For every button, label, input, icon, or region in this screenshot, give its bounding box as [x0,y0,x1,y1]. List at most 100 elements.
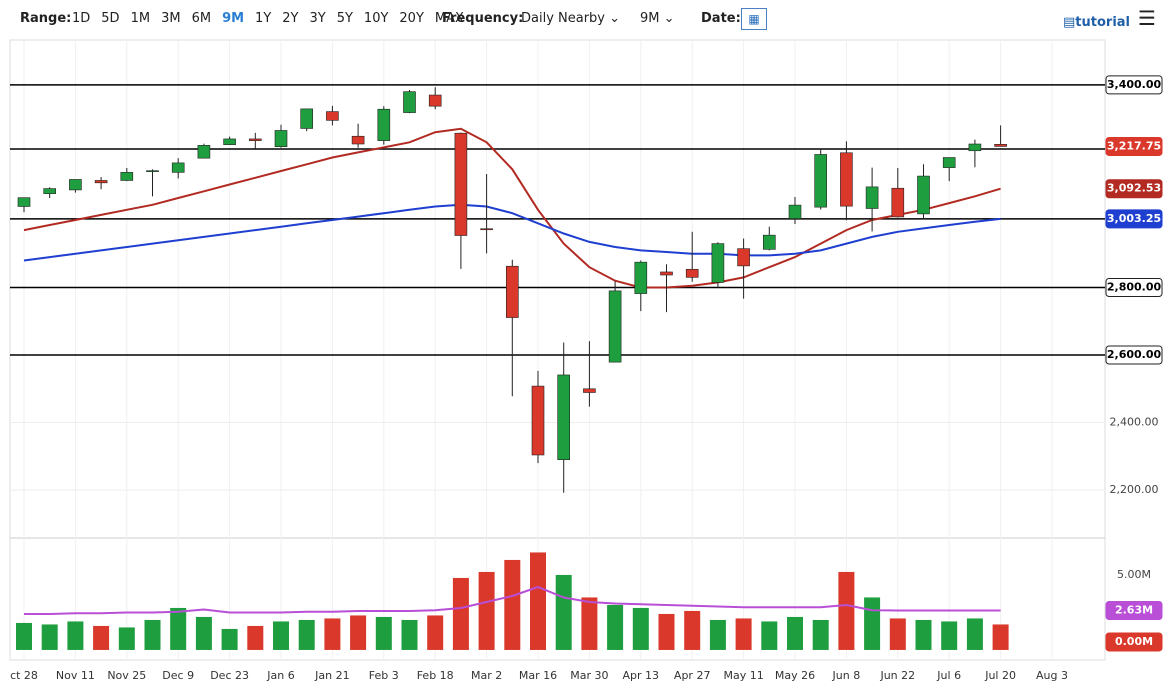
range-button[interactable]: 3M [161,11,181,26]
volume-bar [401,619,418,650]
candle-body [326,111,339,121]
volume-bar [221,628,238,650]
price-badge [1105,136,1163,156]
candle-body [428,94,442,107]
date-label: Date: [701,11,741,26]
range-button[interactable]: 1M [130,11,151,26]
volume-bar [632,607,649,650]
volume-bar [555,574,572,650]
volume-bar [350,615,367,650]
calendar-button[interactable]: ▦ [741,8,767,30]
toolbar: Range: 1D 5D 1M 3M 6M 9M 1Y 2Y 3Y 5Y 10Y 20Y MAX Fre… [0,0,1163,38]
x-tick-label: May 26 [775,669,815,682]
range-buttons: 1D 5D 1M 3M 6M 9M 1Y 2Y 3Y 5Y 10Y 20Y MAX [72,11,464,26]
range-button[interactable]: 9M [222,11,245,26]
candle-body [403,91,416,113]
candle-body [711,243,725,283]
volume-ma-line [24,585,1001,615]
candle-body [531,385,545,456]
range-button[interactable]: 10Y [363,11,389,26]
volume-bar [375,616,392,650]
candle-body [274,130,288,147]
candle-body [942,157,956,168]
frequency-label: Frequency: [442,11,524,26]
period-value[interactable]: 9M [640,11,660,26]
volume-bar [273,621,289,650]
range-button[interactable]: 6M [191,11,212,26]
x-tick-label: Apr 27 [674,669,711,682]
candle-body [454,132,468,236]
y-tick-label: 2,200.00 [1110,483,1159,496]
candle-body [891,187,905,218]
range-button[interactable]: 5Y [336,11,353,26]
menu-button[interactable]: ☰ [1138,6,1156,30]
range-button[interactable]: 1D [72,11,91,26]
x-tick-label: Aug 3 [1036,669,1068,682]
x-tick-label: May 11 [723,669,763,682]
range-label: Range: [20,11,72,26]
volume-bar [324,618,341,650]
candle-body [146,170,159,172]
candle-body [377,108,391,141]
volume-bar [735,618,752,650]
candle-body [223,138,236,145]
range-button[interactable]: MAX [434,11,464,26]
volume-bar [452,577,469,650]
x-tick-label: Feb 18 [417,669,454,682]
candle-body [737,248,750,267]
candle-body [608,290,622,363]
range-button[interactable]: 5D [101,11,120,26]
tutorial-link[interactable]: ▤tutorial [1063,15,1131,30]
badge-label: 3,217.75 [1107,139,1161,152]
volume-bar [684,610,701,650]
x-tick-label: Mar 30 [570,669,608,682]
volume-bar [915,619,932,650]
candle-body [685,268,699,278]
candle-body [865,186,879,209]
candle-body [351,135,365,145]
x-tick-label: Mar 2 [471,669,502,682]
badge-label: 2.63M [1115,604,1153,617]
moving-average-line [23,203,1001,262]
price-badge [1105,179,1163,199]
volume-bar [581,597,598,650]
x-tick-label: Jan 21 [314,669,349,682]
volume-bar [864,597,881,650]
range-button[interactable]: 1Y [255,11,272,26]
volume-bar [709,619,726,650]
period-select[interactable]: 9M ⌄ [640,11,675,26]
volume-bar [992,624,1009,650]
candle-body [762,234,776,250]
x-tick-label: ct 28 [10,669,38,682]
price-badge [1105,209,1163,229]
candle-body [94,180,108,184]
candle-body [69,179,82,191]
y-tick-label: 2,400.00 [1110,416,1159,429]
range-button[interactable]: 2Y [282,11,299,26]
range-button[interactable]: 3Y [309,11,326,26]
x-tick-label: Nov 25 [107,669,146,682]
range-button[interactable]: 20Y [399,11,424,26]
tutorial-text[interactable]: tutorial [1075,15,1131,30]
candle-body [660,271,673,276]
x-tick-label: Jun 8 [832,669,861,682]
candle-body [968,143,982,152]
candle-body [994,144,1007,147]
volume-bar [658,613,675,650]
volume-bar [607,604,624,650]
x-tick-label: Jun 22 [879,669,915,682]
volume-bar [427,615,444,650]
frequency-value[interactable]: Daily Nearby [521,11,606,26]
plot-border [9,39,1106,661]
volume-tick-label: 5.00M [1117,568,1151,581]
volume-bar [761,621,778,650]
candle-body [634,261,648,294]
frequency-select[interactable]: Daily Nearby ⌄ [521,11,621,26]
x-tick-label: Mar 16 [519,669,557,682]
volume-bar [298,619,315,650]
candle-body [583,388,596,393]
candle-body [557,374,571,461]
candle-body [171,162,185,173]
